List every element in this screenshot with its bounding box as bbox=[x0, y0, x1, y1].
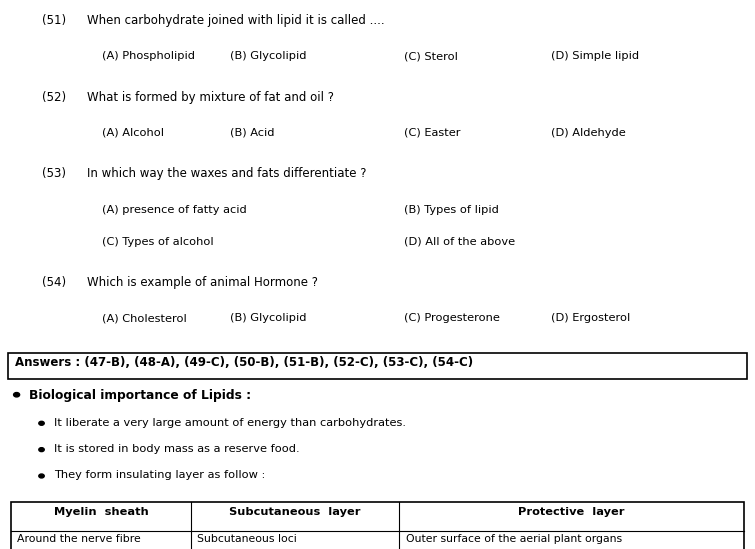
Text: (D) Ergosterol: (D) Ergosterol bbox=[551, 313, 630, 323]
Text: (51): (51) bbox=[42, 14, 66, 27]
Text: (B) Types of lipid: (B) Types of lipid bbox=[404, 205, 499, 215]
Text: (D) Simple lipid: (D) Simple lipid bbox=[551, 51, 639, 61]
Text: Which is example of animal Hormone ?: Which is example of animal Hormone ? bbox=[87, 276, 318, 289]
Text: In which way the waxes and fats differentiate ?: In which way the waxes and fats differen… bbox=[87, 167, 366, 181]
Text: (A) presence of fatty acid: (A) presence of fatty acid bbox=[102, 205, 247, 215]
Text: What is formed by mixture of fat and oil ?: What is formed by mixture of fat and oil… bbox=[87, 91, 334, 104]
Text: (D) All of the above: (D) All of the above bbox=[404, 237, 515, 247]
Circle shape bbox=[39, 474, 45, 478]
Bar bbox=[11, 502, 744, 549]
Text: Myelin  sheath: Myelin sheath bbox=[54, 507, 149, 517]
Text: (C) Progesterone: (C) Progesterone bbox=[404, 313, 500, 323]
Text: It is stored in body mass as a reserve food.: It is stored in body mass as a reserve f… bbox=[54, 444, 300, 454]
Text: (52): (52) bbox=[42, 91, 66, 104]
Text: When carbohydrate joined with lipid it is called ....: When carbohydrate joined with lipid it i… bbox=[87, 14, 384, 27]
Text: (A) Phospholipid: (A) Phospholipid bbox=[102, 51, 195, 61]
Text: It liberate a very large amount of energy than carbohydrates.: It liberate a very large amount of energ… bbox=[54, 418, 406, 428]
Text: (54): (54) bbox=[42, 276, 66, 289]
Text: (B) Glycolipid: (B) Glycolipid bbox=[230, 51, 307, 61]
Text: (A) Cholesterol: (A) Cholesterol bbox=[102, 313, 186, 323]
Text: (C) Easter: (C) Easter bbox=[404, 128, 461, 138]
Text: Subcutaneous loci: Subcutaneous loci bbox=[197, 534, 297, 544]
Text: Outer surface of the aerial plant organs: Outer surface of the aerial plant organs bbox=[405, 534, 621, 544]
Text: Biological importance of Lipids :: Biological importance of Lipids : bbox=[29, 389, 251, 402]
Text: (A) Alcohol: (A) Alcohol bbox=[102, 128, 164, 138]
Circle shape bbox=[39, 421, 45, 425]
Text: Protective  layer: Protective layer bbox=[519, 507, 625, 517]
Text: Subcutaneous  layer: Subcutaneous layer bbox=[230, 507, 361, 517]
Circle shape bbox=[14, 393, 20, 397]
Text: Answers : (47-B), (48-A), (49-C), (50-B), (51-B), (52-C), (53-C), (54-C): Answers : (47-B), (48-A), (49-C), (50-B)… bbox=[15, 356, 473, 369]
Text: They form insulating layer as follow :: They form insulating layer as follow : bbox=[54, 470, 266, 480]
Text: (C) Sterol: (C) Sterol bbox=[404, 51, 458, 61]
Text: (C) Types of alcohol: (C) Types of alcohol bbox=[102, 237, 214, 247]
Text: (D) Aldehyde: (D) Aldehyde bbox=[551, 128, 626, 138]
Text: (B) Glycolipid: (B) Glycolipid bbox=[230, 313, 307, 323]
Text: Around the nerve fibre: Around the nerve fibre bbox=[17, 534, 141, 544]
Text: (B) Acid: (B) Acid bbox=[230, 128, 275, 138]
Text: (53): (53) bbox=[42, 167, 66, 181]
Circle shape bbox=[39, 447, 45, 452]
Bar bbox=[8, 353, 747, 379]
